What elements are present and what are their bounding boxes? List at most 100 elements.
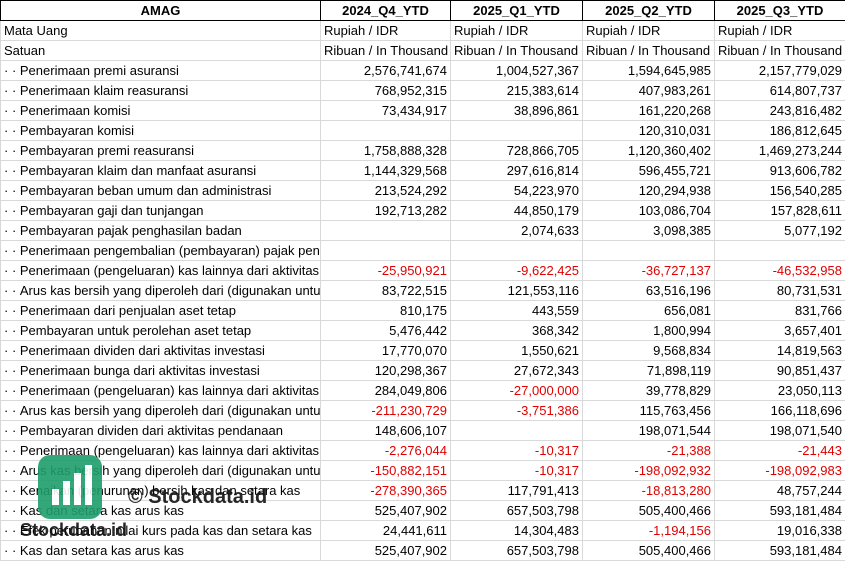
currency-cell: Mata Uang: [0, 20, 321, 41]
value-cell: 657,503,798: [450, 500, 583, 521]
value-cell: 115,763,456: [582, 400, 715, 421]
value-cell: 48,757,244: [714, 480, 845, 501]
value-cell: 1,800,994: [582, 320, 715, 341]
row-label: Kas dan setara kas arus kas: [0, 540, 321, 561]
value-cell: 1,469,273,244: [714, 140, 845, 161]
value-cell: 3,657,401: [714, 320, 845, 341]
logo-bars: [52, 465, 92, 505]
data-row: Penerimaan komisi73,434,91738,896,861161…: [0, 100, 845, 121]
value-cell: 23,050,113: [714, 380, 845, 401]
value-cell: -25,950,921: [320, 260, 451, 281]
value-cell: 505,400,466: [582, 540, 715, 561]
currency-cell: Rupiah / IDR: [582, 20, 715, 41]
value-cell: -21,443: [714, 440, 845, 461]
value-cell: 14,304,483: [450, 520, 583, 541]
empty-cell: [582, 240, 715, 261]
data-row: Penerimaan (pengeluaran) kas lainnya dar…: [0, 440, 845, 461]
watermark-text: © Stockdata.id: [128, 486, 268, 508]
value-cell: 39,778,829: [582, 380, 715, 401]
data-row: Arus kas bersih yang diperoleh dari (dig…: [0, 280, 845, 301]
row-label: Penerimaan bunga dari aktivitas investas…: [0, 360, 321, 381]
row-label: Pembayaran beban umum dan administrasi: [0, 180, 321, 201]
data-row: Kas dan setara kas arus kas525,407,90265…: [0, 540, 845, 561]
data-row: Pembayaran beban umum dan administrasi21…: [0, 180, 845, 201]
value-cell: 443,559: [450, 300, 583, 321]
value-cell: 614,807,737: [714, 80, 845, 101]
value-cell: 120,310,031: [582, 120, 715, 141]
empty-cell: [320, 120, 451, 141]
empty-cell: [320, 220, 451, 241]
row-label: Penerimaan dividen dari aktivitas invest…: [0, 340, 321, 361]
value-cell: 63,516,196: [582, 280, 715, 301]
unit-cell: Ribuan / In Thousand: [582, 40, 715, 61]
data-row: Penerimaan dari penjualan aset tetap810,…: [0, 300, 845, 321]
value-cell: 593,181,484: [714, 500, 845, 521]
value-cell: 810,175: [320, 300, 451, 321]
row-label: Arus kas bersih yang diperoleh dari (dig…: [0, 280, 321, 301]
value-cell: 368,342: [450, 320, 583, 341]
value-cell: 198,071,544: [582, 420, 715, 441]
header-cell: 2025_Q3_YTD: [714, 0, 845, 21]
row-label: Penerimaan klaim reasuransi: [0, 80, 321, 101]
empty-cell: [450, 120, 583, 141]
value-cell: 3,098,385: [582, 220, 715, 241]
value-cell: 831,766: [714, 300, 845, 321]
unit-cell: Ribuan / In Thousand: [714, 40, 845, 61]
value-cell: 157,828,611: [714, 200, 845, 221]
data-row: Pembayaran gaji dan tunjangan192,713,282…: [0, 200, 845, 221]
unit-cell: Ribuan / In Thousand: [320, 40, 451, 61]
row-label: Pembayaran gaji dan tunjangan: [0, 200, 321, 221]
header-cell: 2025_Q2_YTD: [582, 0, 715, 21]
data-row: Penerimaan dividen dari aktivitas invest…: [0, 340, 845, 361]
value-cell: 243,816,482: [714, 100, 845, 121]
value-cell: 90,851,437: [714, 360, 845, 381]
value-cell: 525,407,902: [320, 500, 451, 521]
value-cell: 27,672,343: [450, 360, 583, 381]
value-cell: 71,898,119: [582, 360, 715, 381]
value-cell: 148,606,107: [320, 420, 451, 441]
header-row: AMAG 2024_Q4_YTD 2025_Q1_YTD 2025_Q2_YTD 202…: [0, 0, 845, 21]
value-cell: 593,181,484: [714, 540, 845, 561]
value-cell: 768,952,315: [320, 80, 451, 101]
currency-row: Mata Uang Rupiah / IDR Rupiah / IDR Rupiah …: [0, 20, 845, 41]
row-label: Pembayaran komisi: [0, 120, 321, 141]
value-cell: -150,882,151: [320, 460, 451, 481]
value-cell: 1,594,645,985: [582, 60, 715, 81]
data-row: Penerimaan (pengeluaran) kas lainnya dar…: [0, 260, 845, 281]
row-label: Penerimaan komisi: [0, 100, 321, 121]
value-cell: 103,086,704: [582, 200, 715, 221]
row-label: Arus kas bersih yang diperoleh dari (dig…: [0, 400, 321, 421]
data-row: Pembayaran klaim dan manfaat asuransi1,1…: [0, 160, 845, 181]
value-cell: 9,568,834: [582, 340, 715, 361]
value-cell: 17,770,070: [320, 340, 451, 361]
unit-cell: Satuan: [0, 40, 321, 61]
value-cell: 54,223,970: [450, 180, 583, 201]
watermark-logo-icon: [38, 455, 102, 519]
data-row: Penerimaan premi asuransi2,576,741,6741,…: [0, 60, 845, 81]
value-cell: -278,390,365: [320, 480, 451, 501]
value-cell: 120,294,938: [582, 180, 715, 201]
value-cell: 2,157,779,029: [714, 60, 845, 81]
empty-cell: [450, 240, 583, 261]
value-cell: 913,606,782: [714, 160, 845, 181]
empty-cell: [450, 420, 583, 441]
data-row: Pembayaran premi reasuransi1,758,888,328…: [0, 140, 845, 161]
header-cell: 2025_Q1_YTD: [450, 0, 583, 21]
value-cell: -46,532,958: [714, 260, 845, 281]
value-cell: -211,230,729: [320, 400, 451, 421]
header-cell: 2024_Q4_YTD: [320, 0, 451, 21]
data-row: Efek perubahan nilai kurs pada kas dan s…: [0, 520, 845, 541]
value-cell: 1,004,527,367: [450, 60, 583, 81]
value-cell: -3,751,386: [450, 400, 583, 421]
currency-cell: Rupiah / IDR: [450, 20, 583, 41]
data-row: Penerimaan pengembalian (pembayaran) paj…: [0, 240, 845, 261]
value-cell: 297,616,814: [450, 160, 583, 181]
row-label: Pembayaran premi reasuransi: [0, 140, 321, 161]
empty-cell: [320, 240, 451, 261]
value-cell: 2,576,741,674: [320, 60, 451, 81]
watermark-logo-text: Stockdata.id: [20, 520, 128, 540]
currency-cell: Rupiah / IDR: [714, 20, 845, 41]
